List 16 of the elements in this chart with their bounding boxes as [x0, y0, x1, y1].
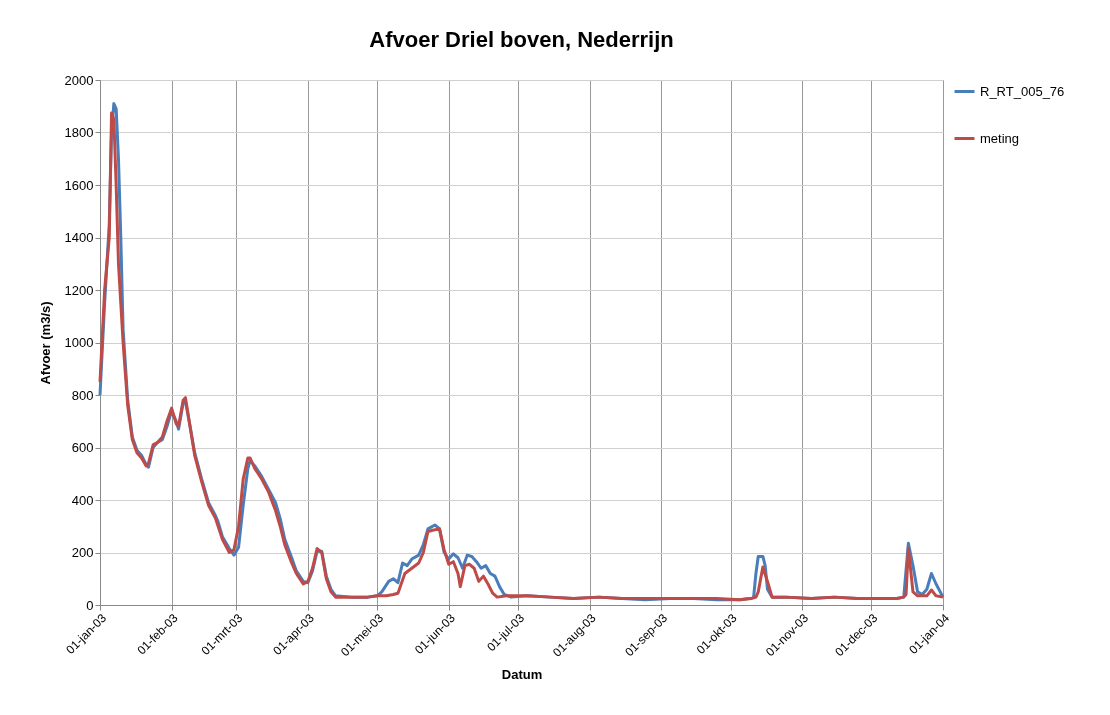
y-tick-label: 800 — [71, 387, 94, 403]
chart-title: Afvoer Driel boven, Nederrijn — [369, 27, 674, 52]
y-tick-label: 1000 — [64, 335, 94, 350]
y-tick-label: 400 — [71, 492, 94, 508]
y-tick-label: 0 — [86, 597, 94, 613]
y-axis-title: Afvoer (m3/s) — [37, 301, 53, 385]
x-axis-title: Datum — [501, 666, 543, 682]
legend-label: R_RT_005_76 — [980, 83, 1065, 99]
legend-label: meting — [980, 130, 1020, 146]
y-tick-label: 1600 — [64, 177, 94, 193]
y-tick-label: 1400 — [64, 230, 94, 245]
y-tick-label: 200 — [71, 545, 94, 560]
y-tick-label: 2000 — [64, 72, 94, 88]
y-tick-label: 1800 — [64, 125, 94, 140]
y-tick-label: 1200 — [64, 282, 94, 298]
y-tick-label: 600 — [71, 440, 94, 455]
